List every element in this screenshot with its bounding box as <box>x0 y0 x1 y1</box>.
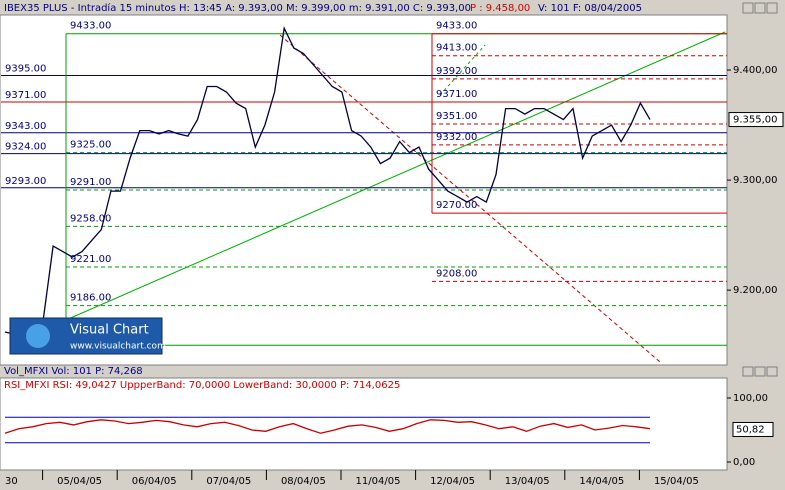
header: IBEX35 PLUS - Intradía 15 minutos H: 13:… <box>4 2 471 14</box>
x-tick-label: 30 <box>5 476 18 487</box>
fib-label: 9186.00 <box>70 293 111 304</box>
x-tick-label: 11/04/05 <box>356 476 401 487</box>
trendline-short <box>439 44 486 96</box>
series-line <box>4 26 651 335</box>
box-label: 9270.00 <box>436 200 477 211</box>
x-tick-label: 05/04/05 <box>57 476 102 487</box>
fib-label: 9392.00 <box>436 66 477 77</box>
rsi-panel <box>0 377 728 471</box>
x-tick-label: 08/04/05 <box>281 476 326 487</box>
logo-icon <box>26 324 50 348</box>
level-label: 9371.00 <box>5 90 46 101</box>
fib-label: 9351.00 <box>436 111 477 122</box>
current-box <box>728 112 784 128</box>
fib-label: 9221.00 <box>70 254 111 265</box>
trendline-up <box>65 31 726 321</box>
rsi-header: RSI_MFXI RSI: 49,0427 UppperBand: 70,000… <box>4 380 400 391</box>
header-tail: V: 101 F: 08/04/2005 <box>538 3 642 14</box>
logo-title: Visual Chart <box>70 323 149 338</box>
y-tick-label: 100,00 <box>733 393 768 404</box>
fib-label: 9208.00 <box>436 268 477 279</box>
y-tick-label: 0,00 <box>733 457 755 468</box>
level-label: 9343.00 <box>5 121 46 132</box>
x-tick-label: 12/04/05 <box>430 476 475 487</box>
logo: Visual Chart www.visualchart.com <box>9 317 166 355</box>
current-label: 9.355,00 <box>733 115 778 126</box>
fib-label: 9413.00 <box>436 43 477 54</box>
y-tick-label: 9.400,00 <box>733 65 778 76</box>
x-tick-label: 13/04/05 <box>505 476 550 487</box>
x-tick-label: 14/04/05 <box>579 476 624 487</box>
x-tick-label: 07/04/05 <box>206 476 251 487</box>
max-button[interactable] <box>754 2 766 14</box>
level-label: 9293.00 <box>5 176 46 187</box>
level-label: 9324.00 <box>5 142 46 153</box>
x-tick-label: 15/04/05 <box>654 476 699 487</box>
min-button[interactable] <box>742 366 754 377</box>
current-label: 50,82 <box>736 424 765 435</box>
logo-url: www.visualchart.com <box>70 342 166 352</box>
box-label: 9433.00 <box>436 21 477 32</box>
box-label: 9433.00 <box>70 21 111 32</box>
series-line <box>4 419 651 434</box>
x-tick-label: 06/04/05 <box>132 476 177 487</box>
fib-label: 9332.00 <box>436 132 477 143</box>
close-button[interactable] <box>766 2 778 14</box>
y-tick-label: 9.300,00 <box>733 175 778 186</box>
max-button[interactable] <box>754 366 766 377</box>
header-p: P : 9.458,00 <box>470 3 530 14</box>
close-button[interactable] <box>766 366 778 377</box>
y-tick-label: 9.200,00 <box>733 285 778 296</box>
fib-label: 9291.00 <box>70 177 111 188</box>
current-box <box>732 421 774 437</box>
buttons <box>742 2 778 377</box>
fib-label: 9258.00 <box>70 213 111 224</box>
level-label: 9395.00 <box>5 64 46 75</box>
min-button[interactable] <box>742 2 754 14</box>
fib-label: 9325.00 <box>70 140 111 151</box>
fib-label: 9371.00 <box>436 89 477 100</box>
vol-header: Vol_MFXI Vol: 101 P: 74,268 <box>4 366 143 377</box>
